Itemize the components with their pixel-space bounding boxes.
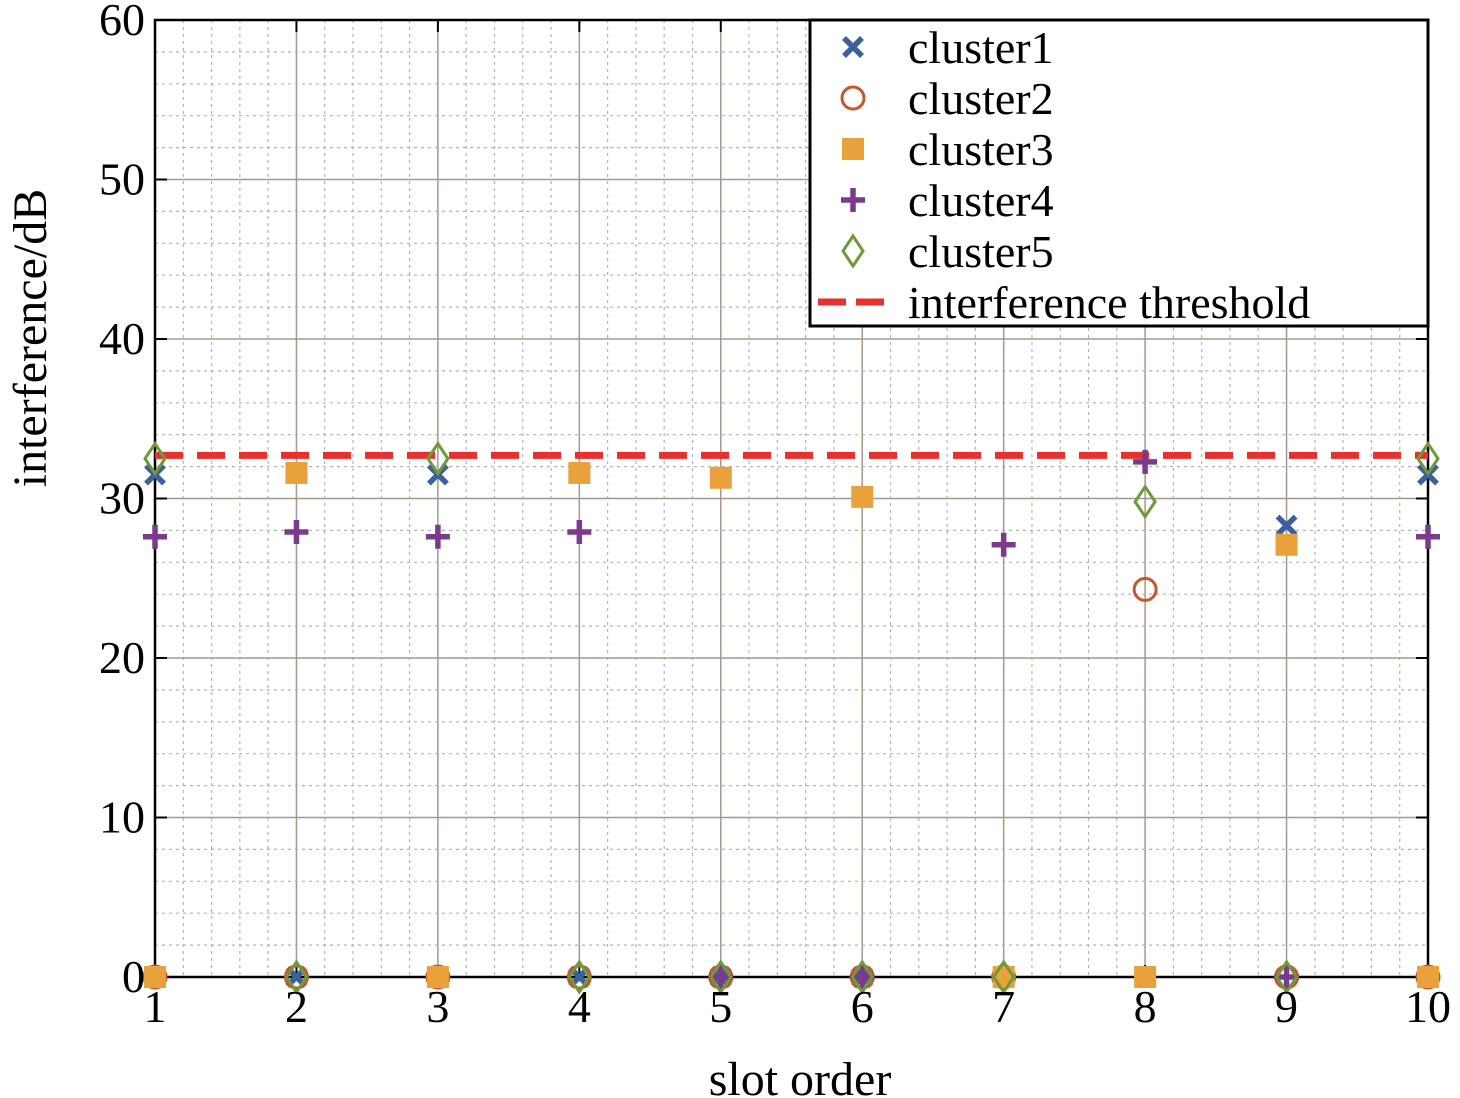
cluster5-point bbox=[991, 959, 1016, 995]
cluster5-point bbox=[1416, 440, 1440, 477]
cluster3-point bbox=[144, 966, 166, 988]
legend: cluster1cluster2cluster3cluster4cluster5… bbox=[808, 18, 1430, 328]
cluster3-point bbox=[1275, 533, 1298, 556]
cluster1-series bbox=[144, 463, 1439, 988]
cluster1-point bbox=[1275, 514, 1298, 537]
x-tick-label: 2 bbox=[285, 981, 308, 1032]
cluster4-point bbox=[1416, 524, 1440, 549]
cluster4-point bbox=[850, 965, 875, 989]
x-tick-label: 1 bbox=[144, 981, 167, 1032]
cluster4-point bbox=[425, 524, 450, 549]
y-tick-label: 10 bbox=[99, 792, 145, 843]
legend-box bbox=[808, 18, 1430, 328]
cluster4-point bbox=[1133, 449, 1158, 474]
data-markers bbox=[142, 440, 1441, 995]
legend-label: cluster3 bbox=[908, 124, 1054, 175]
cluster4-point bbox=[567, 519, 592, 544]
tick-labels: 1 2 3 4 5 6 7 8 9 10 0 10 20 30 40 50 60 bbox=[99, 0, 1451, 1032]
y-tick-label: 20 bbox=[99, 632, 145, 683]
legend-label: cluster4 bbox=[908, 175, 1054, 226]
x-tick-label: 9 bbox=[1275, 981, 1298, 1032]
y-tick-label: 40 bbox=[99, 313, 145, 364]
cluster4-series bbox=[143, 449, 1440, 989]
legend-marker bbox=[842, 138, 864, 160]
cluster3-point bbox=[709, 466, 732, 489]
cluster4-point bbox=[708, 965, 733, 989]
cluster5-point bbox=[708, 959, 733, 995]
x-tick-label: 4 bbox=[568, 981, 591, 1032]
cluster5-point bbox=[426, 440, 450, 477]
legend-marker bbox=[842, 36, 864, 58]
cluster4-point bbox=[143, 524, 167, 549]
y-axis-label: interference/dB bbox=[4, 189, 57, 488]
cluster5-series bbox=[143, 440, 1440, 995]
y-tick-label: 50 bbox=[99, 154, 145, 205]
cluster3-point bbox=[426, 966, 449, 988]
legend-label: cluster2 bbox=[908, 73, 1054, 124]
x-tick-label: 5 bbox=[709, 981, 732, 1032]
cluster2-point bbox=[1132, 576, 1158, 602]
y-tick-label: 60 bbox=[99, 0, 145, 45]
legend-label: interference threshold bbox=[908, 277, 1310, 328]
cluster4-point bbox=[991, 532, 1016, 557]
cluster5-point bbox=[1133, 483, 1157, 520]
x-axis-label: slot order bbox=[709, 1053, 892, 1098]
x-tick-label: 6 bbox=[851, 981, 874, 1032]
cluster4-point bbox=[1274, 965, 1299, 989]
cluster5-point bbox=[1274, 959, 1299, 995]
cluster4-point bbox=[284, 519, 309, 544]
cluster3-point bbox=[285, 461, 308, 484]
x-tick-label: 8 bbox=[1134, 981, 1157, 1032]
x-tick-label: 7 bbox=[992, 981, 1015, 1032]
legend-marker bbox=[841, 233, 865, 269]
cluster5-point bbox=[284, 959, 309, 995]
legend-label: cluster1 bbox=[908, 22, 1054, 73]
x-tick-label: 3 bbox=[426, 981, 449, 1032]
cluster3-series bbox=[144, 461, 1439, 988]
y-tick-label: 0 bbox=[122, 951, 145, 1002]
y-tick-label: 30 bbox=[99, 473, 145, 524]
x-tick-label: 10 bbox=[1405, 981, 1451, 1032]
cluster5-point bbox=[143, 440, 167, 477]
legend-marker bbox=[841, 188, 865, 212]
cluster3-point bbox=[568, 461, 591, 484]
cluster3-point bbox=[851, 485, 874, 508]
cluster5-point bbox=[567, 959, 592, 995]
cluster3-point bbox=[1134, 966, 1157, 988]
cluster5-point bbox=[850, 959, 875, 995]
legend-label: cluster5 bbox=[908, 226, 1054, 277]
cluster3-point bbox=[1417, 966, 1439, 988]
cluster2-series bbox=[142, 576, 1441, 990]
legend-marker bbox=[840, 85, 866, 111]
